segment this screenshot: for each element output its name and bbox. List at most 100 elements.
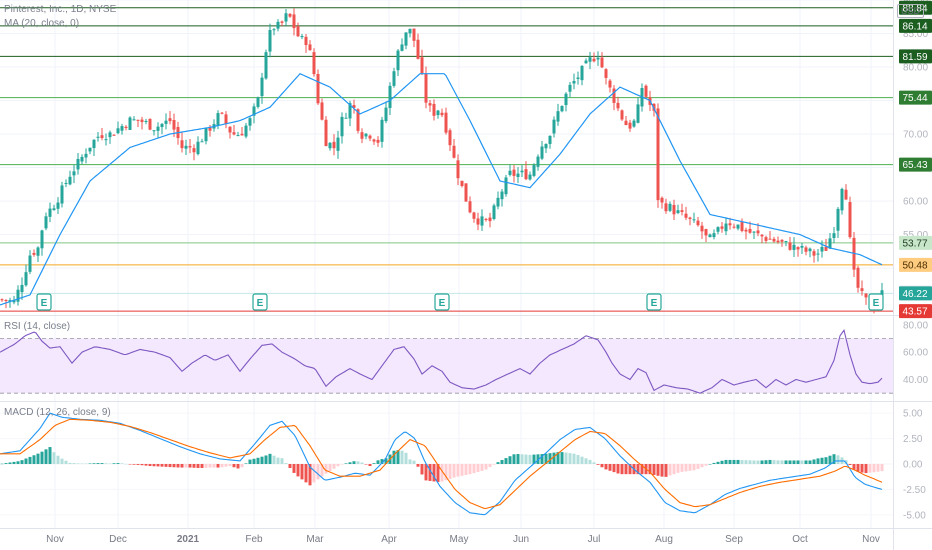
macd-histogram-bar xyxy=(720,460,724,464)
level-label: 50.48 xyxy=(902,260,927,271)
macd-histogram-bar xyxy=(560,452,564,464)
candle-body xyxy=(116,128,120,134)
earnings-marker xyxy=(252,293,268,311)
candle-body xyxy=(452,145,456,158)
currency-badge[interactable]: USD xyxy=(896,4,924,18)
candle-body xyxy=(392,71,396,86)
macd-histogram-bar xyxy=(424,464,428,481)
macd-line xyxy=(0,412,883,516)
time-axis[interactable]: Nov Dec 2021 Feb Mar Apr May Jun Jul Aug Sep Oct Nov xyxy=(46,534,880,545)
candle-body xyxy=(184,145,188,149)
macd-histogram-bar xyxy=(472,464,476,474)
macd-histogram-bar xyxy=(332,464,336,469)
macd-legend[interactable]: MACD (12, 26, close, 9) xyxy=(4,407,111,418)
time-tick-label: Nov xyxy=(862,534,880,545)
macd-histogram-bar xyxy=(352,461,356,464)
candle-body xyxy=(384,107,388,122)
time-tick-label: Aug xyxy=(655,534,673,545)
macd-histogram-bar xyxy=(280,458,284,464)
candle-body xyxy=(744,229,748,232)
candle-body xyxy=(832,233,836,238)
macd-histogram-bar xyxy=(460,464,464,476)
macd-histogram-bar xyxy=(532,454,536,464)
candle-body xyxy=(676,210,680,214)
candle-body xyxy=(144,120,148,122)
candle-body xyxy=(596,57,600,60)
candle-body xyxy=(480,216,484,226)
candle-body xyxy=(532,165,536,176)
macd-histogram-bar xyxy=(436,464,440,483)
macd-histogram-bar xyxy=(748,460,752,464)
candle-body xyxy=(268,29,272,52)
candle-body xyxy=(320,102,324,120)
candle-body xyxy=(848,202,852,238)
candle-body xyxy=(200,141,204,143)
earnings-marker xyxy=(434,293,450,311)
macd-histogram-bar xyxy=(444,464,448,481)
candle-body xyxy=(864,293,868,298)
candle-body xyxy=(728,223,732,226)
candle-body xyxy=(292,14,296,29)
macd-histogram-bar xyxy=(256,457,260,464)
macd-histogram-bar xyxy=(8,462,12,464)
macd-histogram-bar xyxy=(584,458,588,464)
macd-histogram-bar xyxy=(336,464,340,467)
candle-body xyxy=(276,21,280,29)
macd-histogram-bar xyxy=(756,460,760,464)
candle-body xyxy=(516,173,520,178)
candle-body xyxy=(544,144,548,149)
candle-body xyxy=(664,203,668,212)
ma-legend[interactable]: MA (20, close, 0) xyxy=(4,18,80,29)
candle-body xyxy=(324,119,328,147)
candle-body xyxy=(332,141,336,149)
macd-histogram-bar xyxy=(96,463,100,464)
candle-body xyxy=(800,245,804,248)
horizontal-levels[interactable] xyxy=(0,7,893,312)
rsi-band xyxy=(0,338,893,394)
macd-histogram-bar xyxy=(392,450,396,464)
macd-histogram-bar xyxy=(316,464,320,480)
candle-body xyxy=(608,80,612,88)
macd-histogram-bar xyxy=(36,453,40,464)
candle-body xyxy=(740,222,744,231)
macd-histogram-bar xyxy=(696,464,700,469)
macd-histogram-bar xyxy=(420,464,424,475)
macd-histogram-bar xyxy=(880,464,884,472)
candle-body xyxy=(316,74,320,104)
candle-body xyxy=(104,139,108,141)
candle-body xyxy=(844,189,848,200)
macd-histogram-bar xyxy=(664,464,668,477)
time-tick-label: Mar xyxy=(306,534,324,545)
macd-histogram-bar xyxy=(624,464,628,475)
candle-body xyxy=(368,135,372,139)
macd-histogram-bar xyxy=(752,460,756,464)
macd-histogram-bar xyxy=(512,454,516,464)
candle-body xyxy=(60,185,64,204)
candle-body xyxy=(76,158,80,170)
time-tick-label: Sep xyxy=(725,534,743,545)
candle-body xyxy=(600,57,604,68)
candle-body xyxy=(64,182,68,184)
rsi-legend[interactable]: RSI (14, close) xyxy=(4,321,71,332)
candle-body xyxy=(196,141,200,155)
price-tick-label: 70.00 xyxy=(903,130,928,141)
candle-body xyxy=(232,132,236,135)
candle-body xyxy=(792,244,796,250)
macd-histogram-bar xyxy=(672,464,676,475)
candle-body xyxy=(216,113,220,126)
macd-histogram-bar xyxy=(368,464,372,467)
earnings-marker-label: E xyxy=(41,298,48,309)
candle-body xyxy=(556,111,560,122)
macd-histogram-bar xyxy=(72,463,76,464)
candle-body xyxy=(32,252,36,255)
candle-body xyxy=(24,272,28,286)
candle-body xyxy=(764,237,768,241)
macd-pane xyxy=(0,412,884,516)
macd-histogram-bar xyxy=(84,463,88,464)
macd-histogram-bar xyxy=(232,464,236,468)
macd-histogram-bar xyxy=(544,453,548,464)
candle-body xyxy=(348,103,352,119)
candle-body xyxy=(560,105,564,112)
